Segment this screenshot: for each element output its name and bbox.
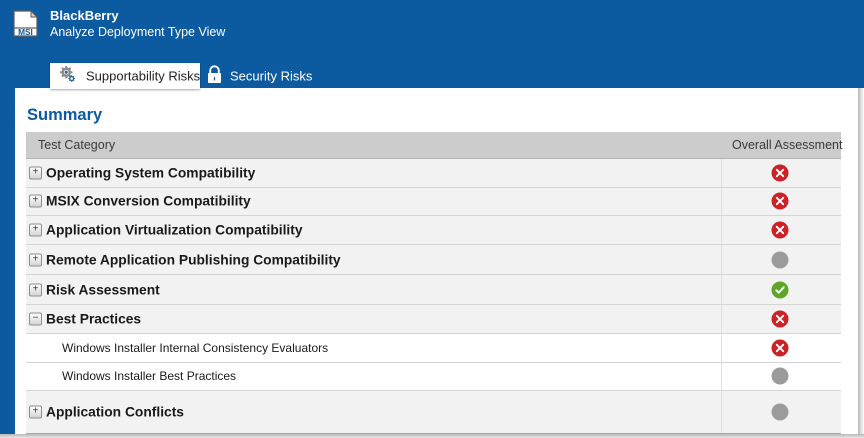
svg-text:MSI: MSI — [18, 27, 33, 37]
